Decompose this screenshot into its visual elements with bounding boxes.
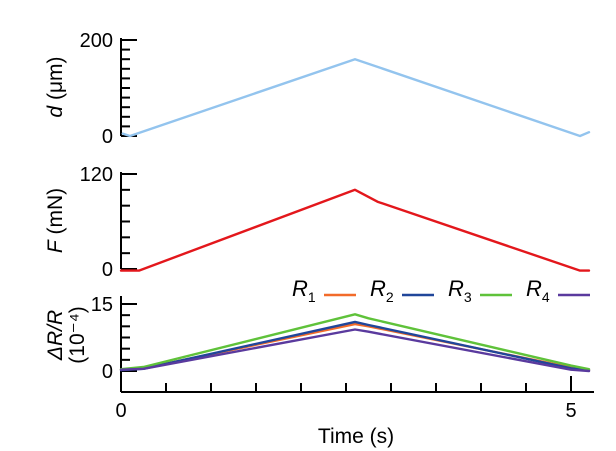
x-tick-label: 5 <box>565 400 576 422</box>
y-tick-label: 120 <box>80 164 113 186</box>
series-line-displacement <box>121 58 591 138</box>
legend-label-base: R <box>370 276 386 301</box>
series-line-resistance-r3 <box>119 313 591 371</box>
y-axis-label-symbol: F <box>44 239 67 253</box>
legend-label-base: R <box>292 276 308 301</box>
legend-label-base: R <box>448 276 464 301</box>
x-axis: 0 5 Time (s) <box>115 376 594 448</box>
series-line-force <box>119 188 591 272</box>
series-line-resistance-r4 <box>119 328 591 373</box>
x-axis-label: Time (s) <box>318 425 394 448</box>
series-line-resistance-r1 <box>119 322 591 372</box>
legend-label-r3: R3 <box>448 276 472 305</box>
legend-label-r1: R1 <box>292 276 316 305</box>
y-tick-label: 200 <box>80 30 113 52</box>
legend-label-subscript: 2 <box>386 289 394 305</box>
y-axis-label: F (mN) <box>44 188 67 253</box>
y-tick-label: 0 <box>102 361 113 383</box>
y-tick-label: 0 <box>102 259 113 281</box>
y-axis-label: d (μm) <box>44 56 67 117</box>
legend-label-subscript: 4 <box>542 289 550 305</box>
legend-label-subscript: 3 <box>464 289 472 305</box>
legend-label-subscript: 1 <box>308 289 316 305</box>
legend-label-base: R <box>526 276 542 301</box>
x-tick-label: 0 <box>115 400 126 422</box>
panel-force: 0 120 F (mN) <box>44 164 591 281</box>
legend-label-r2: R2 <box>370 276 394 305</box>
y-axis-label-unit: (μm) <box>44 56 67 105</box>
y-axis-label-unit: (mN) <box>44 188 67 240</box>
y-tick-label: 15 <box>91 294 113 316</box>
legend: R1 R2 R3 R4 <box>292 276 590 305</box>
panel-resistance: 0 15 ΔR/R (10⁻⁴) <box>44 294 591 392</box>
y-axis-label-multiplier: (10⁻⁴) <box>66 306 89 363</box>
legend-label-r4: R4 <box>526 276 550 305</box>
y-axis-label-symbol: d <box>44 105 67 118</box>
y-tick-label: 0 <box>102 126 113 148</box>
panel-displacement: 0 200 d (μm) <box>44 30 591 148</box>
y-axis-label: ΔR/R <box>44 310 67 361</box>
